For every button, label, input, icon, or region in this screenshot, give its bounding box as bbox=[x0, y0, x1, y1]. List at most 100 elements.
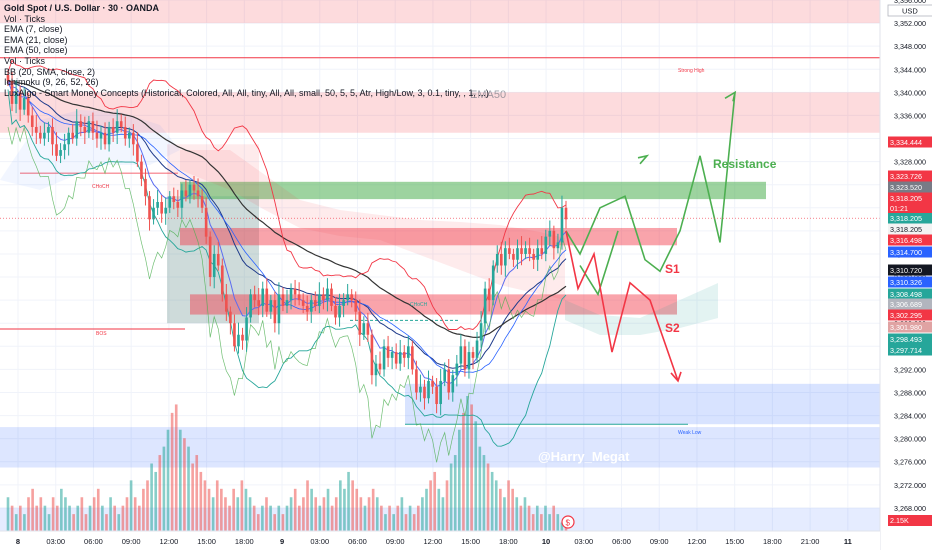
volume-bar bbox=[142, 488, 145, 531]
volume-bar bbox=[511, 488, 514, 531]
candle bbox=[257, 300, 261, 306]
bollinger-lower-line bbox=[7, 89, 567, 447]
time-axis[interactable]: 8 03:00 06:00 09:00 12:00 15:00 18:00 9 03:00 06:… bbox=[0, 530, 880, 550]
volume-bar bbox=[285, 505, 289, 531]
candle bbox=[91, 121, 95, 133]
price-tag bbox=[888, 333, 932, 345]
candle bbox=[265, 288, 269, 312]
candle bbox=[99, 132, 103, 139]
legend-row[interactable]: EMA (7, close) bbox=[4, 24, 63, 35]
candle bbox=[212, 253, 216, 278]
legend-row[interactable]: Ichimoku (9, 26, 52, 26) bbox=[4, 77, 99, 88]
volume-bar bbox=[187, 446, 190, 531]
volume-bar bbox=[556, 514, 560, 531]
candle bbox=[305, 305, 309, 312]
projection-bullish-path bbox=[579, 230, 619, 297]
price-tag bbox=[888, 234, 932, 246]
candle bbox=[540, 248, 544, 254]
projection-arrowhead bbox=[637, 154, 650, 165]
dollar-icon[interactable]: $ bbox=[561, 515, 575, 529]
candle bbox=[172, 196, 176, 203]
volume-bar bbox=[211, 497, 215, 531]
candle bbox=[51, 126, 54, 145]
time-tick-label: 03:00 bbox=[46, 537, 65, 546]
candle bbox=[18, 92, 22, 110]
time-tick-label: 12:00 bbox=[159, 537, 178, 546]
candle bbox=[487, 288, 491, 301]
volume-bar bbox=[466, 396, 469, 531]
time-tick-label: 15:00 bbox=[461, 537, 480, 546]
volume-bar bbox=[494, 480, 498, 531]
volume-bar bbox=[105, 514, 108, 531]
candle bbox=[342, 300, 345, 306]
price-tag-label: 3,297.714 bbox=[890, 346, 922, 355]
candle bbox=[435, 386, 438, 405]
volume-bar bbox=[248, 497, 252, 531]
candle bbox=[245, 317, 248, 341]
price-tag-label: 3,310.326 bbox=[890, 278, 922, 287]
legend-row[interactable]: EMA (50, close) bbox=[4, 45, 68, 56]
candle bbox=[491, 265, 495, 301]
time-tick-label: 8 bbox=[16, 537, 20, 546]
time-tick-label: 15:00 bbox=[197, 537, 216, 546]
ichimoku-cloud-bear bbox=[180, 150, 565, 300]
volume-bar bbox=[215, 480, 219, 531]
candle bbox=[362, 323, 366, 335]
s2-label: S2 bbox=[665, 321, 680, 335]
candle bbox=[111, 126, 115, 133]
volume-bar bbox=[540, 514, 543, 531]
legend-row[interactable]: Vol · Ticks bbox=[4, 55, 46, 66]
top-supply-zone bbox=[0, 0, 880, 24]
candle bbox=[123, 126, 127, 139]
chart-title[interactable]: Gold Spot / U.S. Dollar · 30 · OANDA bbox=[4, 3, 160, 13]
volume-bar bbox=[170, 412, 174, 531]
volume-bar bbox=[277, 505, 281, 531]
candle bbox=[289, 288, 293, 301]
price-tag-label: 3,323.520 bbox=[890, 183, 922, 192]
volume-bar bbox=[179, 429, 182, 531]
price-tag bbox=[888, 309, 932, 321]
candle bbox=[504, 248, 507, 266]
volume-bar bbox=[289, 497, 293, 531]
candle bbox=[79, 121, 83, 127]
volume-bar bbox=[380, 505, 383, 531]
volume-bar bbox=[412, 514, 416, 531]
volume-bar bbox=[314, 497, 318, 531]
legend-row[interactable]: EMA (21, close) bbox=[4, 34, 68, 45]
candle bbox=[200, 196, 204, 208]
volume-bar bbox=[474, 421, 478, 531]
candle bbox=[241, 334, 244, 341]
time-tick-label: 06:00 bbox=[84, 537, 103, 546]
volume-bar bbox=[47, 514, 51, 531]
price-tag bbox=[888, 264, 932, 276]
volume-bar bbox=[129, 480, 133, 531]
price-tag-label: 3,310.720 bbox=[890, 266, 922, 275]
candle bbox=[338, 305, 341, 318]
time-tick-label: 03:00 bbox=[310, 537, 329, 546]
price-tick-label: 3,340.000 bbox=[894, 88, 926, 97]
volume-bar bbox=[244, 488, 248, 531]
volume-bar bbox=[228, 505, 231, 531]
candle bbox=[55, 144, 58, 156]
candle bbox=[528, 248, 531, 254]
candle bbox=[136, 144, 139, 162]
ichimoku-lagging-line bbox=[7, 126, 567, 463]
weak-low-label: Weak Low bbox=[678, 430, 702, 436]
volume-bar bbox=[117, 514, 121, 531]
volume-bar bbox=[375, 497, 379, 531]
volume-bar bbox=[297, 505, 301, 531]
legend-row[interactable]: BB (20, SMA, close, 2) bbox=[4, 66, 96, 77]
candle bbox=[269, 300, 273, 312]
time-tick-label: 18:00 bbox=[235, 537, 254, 546]
price-tick-label: 3,276.000 bbox=[894, 458, 926, 467]
legend-row[interactable]: LuxAlgo - Smart Money Concepts (Historic… bbox=[4, 87, 489, 98]
candle bbox=[544, 236, 548, 254]
volume-bar bbox=[408, 505, 412, 531]
volume-bar bbox=[523, 497, 527, 531]
legend-row[interactable]: Vol · Ticks bbox=[4, 13, 46, 24]
time-tick-label: 12:00 bbox=[424, 537, 443, 546]
price-tag bbox=[888, 246, 932, 258]
s1-label: S1 bbox=[665, 262, 680, 276]
price-tick-label: 3,336.000 bbox=[894, 111, 926, 120]
